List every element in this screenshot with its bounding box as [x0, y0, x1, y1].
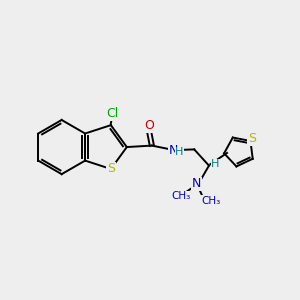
- Text: S: S: [248, 132, 256, 145]
- Text: O: O: [144, 119, 154, 132]
- Text: N: N: [168, 143, 178, 157]
- Text: H: H: [211, 159, 220, 169]
- Text: H: H: [175, 147, 184, 158]
- Text: Cl: Cl: [106, 107, 118, 121]
- Text: CH₃: CH₃: [202, 196, 221, 206]
- Text: N: N: [192, 177, 201, 190]
- Text: S: S: [107, 163, 115, 176]
- Text: CH₃: CH₃: [172, 191, 191, 201]
